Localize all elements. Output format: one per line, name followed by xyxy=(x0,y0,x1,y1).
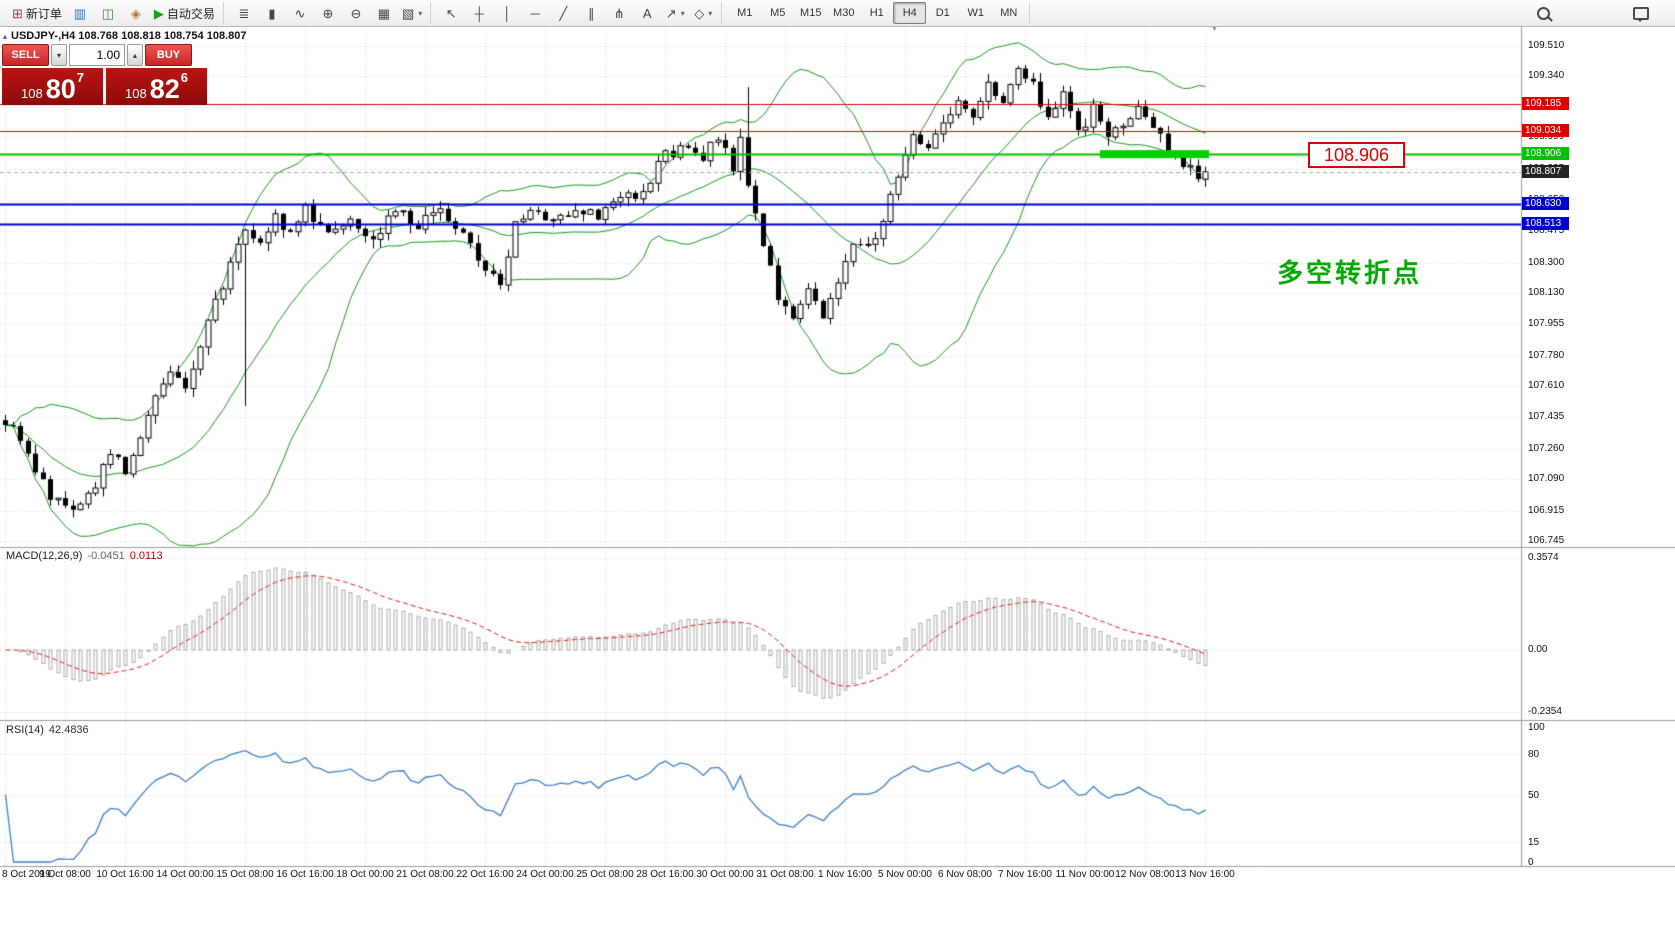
search-icon xyxy=(1536,6,1550,20)
buy-button[interactable]: BUY xyxy=(145,44,192,66)
tf-d1-label: D1 xyxy=(935,7,950,19)
tile-windows-icon: ▦ xyxy=(377,5,391,21)
auto-trading-button[interactable]: ▶ 自动交易 xyxy=(150,2,219,24)
sell-price-big: 80 xyxy=(45,74,76,104)
buy-price-big: 82 xyxy=(149,74,180,104)
tf-w1[interactable]: W1 xyxy=(959,2,992,24)
buy-price-head: 108 xyxy=(125,85,147,101)
chart-control-group: ≣ ▮ ∿ ⊕ ⊖ ▦ ▧ ▾ xyxy=(226,2,432,24)
volume-down-button[interactable]: ▾ xyxy=(51,44,67,66)
market-watch-button[interactable]: ▥ xyxy=(66,2,94,24)
tf-w1-label: W1 xyxy=(967,7,985,19)
trade-panel-prices: 108 80 7 108 82 6 xyxy=(2,68,210,105)
line-chart-button[interactable]: ∿ xyxy=(286,2,314,24)
right-group xyxy=(1525,2,1669,24)
trade-group: ⊞ 新订单 ▥ ◫ ◈ ▶ 自动交易 xyxy=(4,2,224,24)
shapes-icon: ◇ xyxy=(694,5,705,21)
new-order-button-label: 新订单 xyxy=(25,6,62,21)
candlestick-chart-button[interactable]: ▮ xyxy=(258,2,286,24)
tf-h1-label: H1 xyxy=(869,7,884,19)
vertical-line-button[interactable]: │ xyxy=(493,2,521,24)
market-watch-icon: ▥ xyxy=(73,5,87,21)
navigator-button[interactable]: ◈ xyxy=(122,2,150,24)
line-chart-icon: ∿ xyxy=(294,5,306,21)
chat-icon xyxy=(1633,6,1649,22)
tf-mn[interactable]: MN xyxy=(992,2,1025,24)
zoom-in-icon: ⊕ xyxy=(322,5,334,21)
fibonacci-button[interactable]: ⋔ xyxy=(605,2,633,24)
caret-down-icon: ▾ xyxy=(680,8,685,18)
vertical-line-icon: │ xyxy=(503,5,512,21)
zoom-out-icon: ⊖ xyxy=(350,5,362,21)
sell-price-display[interactable]: 108 80 7 xyxy=(2,68,103,105)
tf-d1[interactable]: D1 xyxy=(926,2,959,24)
tf-m1-label: M1 xyxy=(737,7,753,19)
trendline-icon: ╱ xyxy=(559,5,568,21)
trade-panel-controls: SELL ▾ ▴ BUY xyxy=(2,44,210,66)
tf-m5[interactable]: M5 xyxy=(761,2,794,24)
main-toolbar: ⊞ 新订单 ▥ ◫ ◈ ▶ 自动交易 ≣ ▮ ∿ ⊕ ⊖ ▦ ▧ ▾ ↖ ┼ │ ─ ╱ ∥ ⋔ A ↗ ▾ ◇ ▾ M1 M5 M15 M… xyxy=(0,0,1675,27)
navigator-icon: ◈ xyxy=(130,5,141,21)
horizontal-line-button[interactable]: ─ xyxy=(521,2,549,24)
candlestick-chart-icon: ▮ xyxy=(268,5,276,21)
drawing-tools-group: ↖ ┼ │ ─ ╱ ∥ ⋔ A ↗ ▾ ◇ ▾ xyxy=(433,2,723,24)
cursor-button[interactable]: ↖ xyxy=(437,2,465,24)
zoom-out-button[interactable]: ⊖ xyxy=(342,2,370,24)
data-window-icon: ◫ xyxy=(101,5,115,21)
zoom-in-button[interactable]: ⊕ xyxy=(314,2,342,24)
channel-button[interactable]: ∥ xyxy=(577,2,605,24)
new-order-button[interactable]: ⊞ 新订单 xyxy=(8,2,66,24)
trendline-button[interactable]: ╱ xyxy=(549,2,577,24)
one-click-trading-panel: SELL ▾ ▴ BUY 108 80 7 108 82 6 xyxy=(2,44,210,105)
auto-trading-icon: ▶ xyxy=(153,5,164,21)
tf-mn-label: MN xyxy=(1000,7,1018,19)
tf-m30[interactable]: M30 xyxy=(827,2,860,24)
tf-h4[interactable]: H4 xyxy=(893,2,927,24)
search-button[interactable] xyxy=(1529,2,1557,24)
volume-input[interactable] xyxy=(69,44,125,66)
channel-icon: ∥ xyxy=(588,5,595,21)
data-window-button[interactable]: ◫ xyxy=(94,2,122,24)
tf-m5-label: M5 xyxy=(770,7,786,19)
caret-down-icon: ▾ xyxy=(418,8,423,18)
buy-price-display[interactable]: 108 82 6 xyxy=(106,68,207,105)
caret-down-icon: ▾ xyxy=(708,8,713,18)
arrows-icon: ↗ xyxy=(665,5,677,21)
tf-m15[interactable]: M15 xyxy=(794,2,827,24)
tf-m30-label: M30 xyxy=(833,7,855,19)
sell-button[interactable]: SELL xyxy=(2,44,49,66)
volume-up-button[interactable]: ▴ xyxy=(127,44,143,66)
fibonacci-icon: ⋔ xyxy=(613,5,625,21)
shapes-button[interactable]: ◇ ▾ xyxy=(689,2,717,24)
bar-chart-icon: ≣ xyxy=(238,5,250,21)
tf-m1[interactable]: M1 xyxy=(728,2,761,24)
chart-profiles-button[interactable]: ▧ ▾ xyxy=(398,2,426,24)
crosshair-button[interactable]: ┼ xyxy=(465,2,493,24)
horizontal-line-icon: ─ xyxy=(530,5,540,21)
chart-profiles-icon: ▧ xyxy=(401,5,415,21)
new-order-icon: ⊞ xyxy=(12,5,23,21)
cursor-icon: ↖ xyxy=(445,5,457,21)
text-button[interactable]: A xyxy=(633,2,661,24)
timeframe-group: M1 M5 M15 M30 H1 H4 D1 W1 MN xyxy=(724,2,1031,24)
crosshair-icon: ┼ xyxy=(474,5,484,21)
tf-h4-label: H4 xyxy=(902,7,917,19)
buy-price-pip: 6 xyxy=(180,70,188,85)
sell-price-head: 108 xyxy=(21,85,43,101)
sell-price-pip: 7 xyxy=(76,70,84,85)
chat-button[interactable] xyxy=(1627,2,1655,24)
tile-windows-button[interactable]: ▦ xyxy=(370,2,398,24)
tf-h1[interactable]: H1 xyxy=(860,2,893,24)
auto-trading-button-label: 自动交易 xyxy=(166,6,215,21)
arrows-button[interactable]: ↗ ▾ xyxy=(661,2,689,24)
bar-chart-button[interactable]: ≣ xyxy=(230,2,258,24)
tf-m15-label: M15 xyxy=(800,7,822,19)
text-icon: A xyxy=(642,5,652,21)
